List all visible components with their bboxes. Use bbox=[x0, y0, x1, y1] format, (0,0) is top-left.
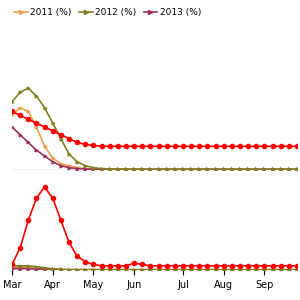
Legend: 2011 (%), 2012 (%), 2013 (%): 2011 (%), 2012 (%), 2013 (%) bbox=[11, 4, 205, 21]
